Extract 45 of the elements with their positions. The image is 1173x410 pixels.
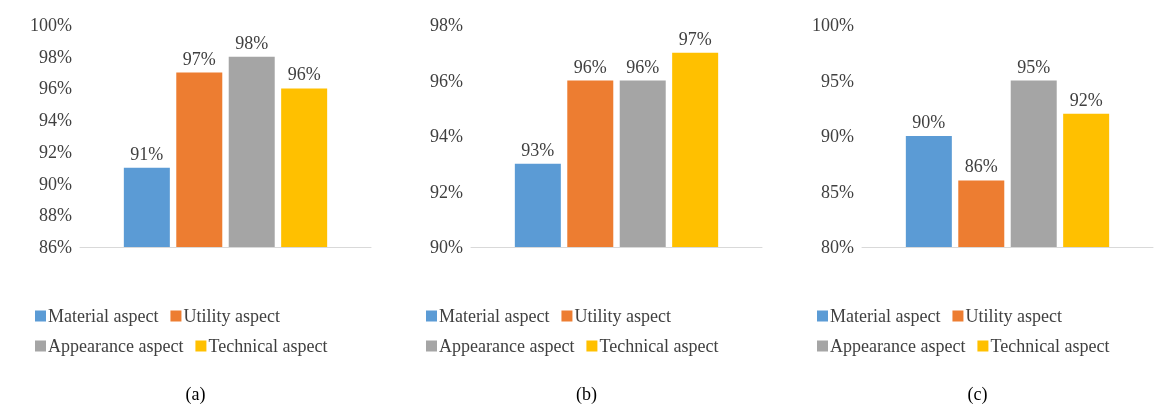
y-tick-label: 95% xyxy=(821,70,854,91)
data-label: 96% xyxy=(626,56,660,77)
legend-label: Appearance aspect xyxy=(439,336,575,356)
data-label: 97% xyxy=(182,48,216,69)
data-label: 98% xyxy=(235,32,269,53)
y-tick-label: 88% xyxy=(39,205,72,226)
text: (b) xyxy=(576,384,597,405)
y-tick-label: 80% xyxy=(821,237,854,257)
y-tick-label: 90% xyxy=(39,173,72,194)
text: (c) xyxy=(967,384,988,405)
data-label: 96% xyxy=(573,56,607,77)
y-tick-label: 96% xyxy=(430,70,463,91)
y-tick-label: 96% xyxy=(39,78,72,99)
data-label: 97% xyxy=(678,28,712,49)
data-label: 91% xyxy=(130,143,164,164)
legend-label: Utility aspect xyxy=(183,306,280,326)
data-label: 95% xyxy=(1017,56,1051,77)
legend-label: Technical aspect xyxy=(990,336,1110,356)
y-tick-label: 94% xyxy=(39,110,72,131)
legend-label: Material aspect xyxy=(830,306,941,326)
y-tick-label: 90% xyxy=(430,237,463,257)
data-label: 92% xyxy=(1069,89,1103,110)
data-label: 90% xyxy=(912,112,946,132)
data-label: 93% xyxy=(521,139,555,160)
y-tick-label: 92% xyxy=(430,181,463,202)
legend-label: Appearance aspect xyxy=(48,336,184,356)
y-tick-label: 85% xyxy=(821,181,854,202)
data-label: 96% xyxy=(287,64,321,85)
text: (a) xyxy=(185,384,206,405)
legend-label: Utility aspect xyxy=(965,306,1062,326)
legend-label: Utility aspect xyxy=(574,306,671,326)
y-tick-label: 100% xyxy=(30,15,72,35)
legend-label: Appearance aspect xyxy=(830,336,966,356)
y-tick-label: 86% xyxy=(39,237,72,257)
y-tick-label: 98% xyxy=(430,15,463,35)
legend-label: Technical aspect xyxy=(599,336,719,356)
y-tick-label: 90% xyxy=(821,126,854,146)
data-label: 86% xyxy=(964,156,998,177)
legend-label: Material aspect xyxy=(439,306,550,326)
y-tick-label: 92% xyxy=(39,141,72,162)
y-tick-label: 94% xyxy=(430,126,463,146)
y-tick-label: 98% xyxy=(39,46,72,67)
y-tick-label: 100% xyxy=(812,15,854,35)
legend-label: Material aspect xyxy=(48,306,159,326)
legend-label: Technical aspect xyxy=(208,336,328,356)
